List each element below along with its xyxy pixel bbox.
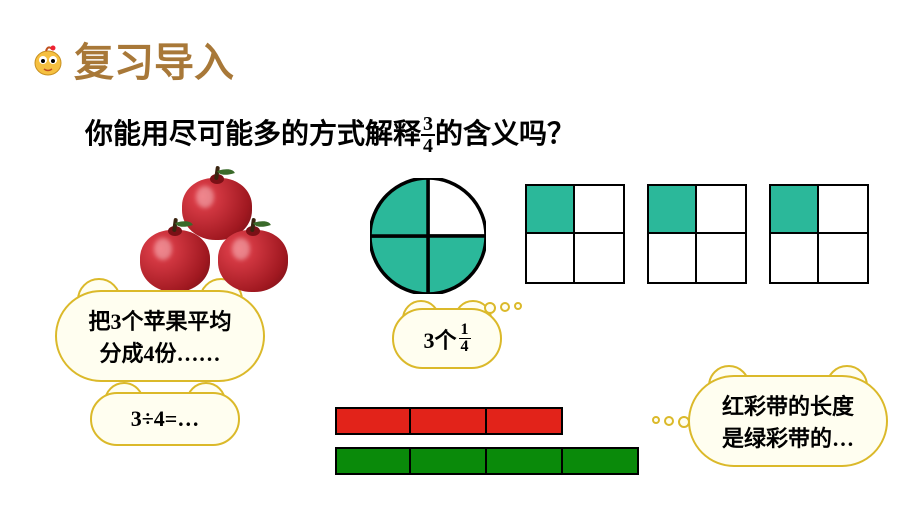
ribbon-bars <box>335 407 639 487</box>
bubble3-fraction: 14 <box>459 322 471 355</box>
question-prefix: 你能用尽可能多的方式解释 <box>85 119 421 150</box>
thought-bubble-division: 3÷4=… <box>90 392 240 446</box>
mascot-icon <box>30 41 66 77</box>
grid-2 <box>647 184 747 284</box>
bubble3-trail <box>484 302 522 314</box>
red-ribbon <box>335 407 639 435</box>
bubble2-text: 3÷4=… <box>131 406 200 431</box>
green-ribbon <box>335 447 639 475</box>
question-fraction: 34 <box>421 114 435 156</box>
grid-3 <box>769 184 869 284</box>
bubble4-trail <box>652 416 690 428</box>
grid-1 <box>525 184 625 284</box>
apples-illustration <box>140 166 290 291</box>
bubble4-line1: 红彩带的长度 <box>708 389 868 421</box>
question-text: 你能用尽可能多的方式解释34的含义吗？ <box>85 112 575 158</box>
header-title: 复习导入 <box>74 30 234 88</box>
header: 复习导入 <box>30 30 234 88</box>
pie-chart <box>370 178 486 294</box>
bubble3-text: 3个 <box>423 323 456 355</box>
bubble4-line2: 是绿彩带的… <box>708 421 868 453</box>
fraction-grids <box>525 184 869 284</box>
thought-bubble-apples: 把3个苹果平均 分成4份…… <box>55 290 265 382</box>
bubble1-line1: 把3个苹果平均 <box>75 304 245 336</box>
thought-bubble-ribbons: 红彩带的长度 是绿彩带的… <box>688 375 888 467</box>
bubble1-line2: 分成4份…… <box>75 336 245 368</box>
question-suffix: 的含义吗？ <box>435 119 575 150</box>
thought-bubble-unit-fraction: 3个 14 <box>392 308 502 369</box>
